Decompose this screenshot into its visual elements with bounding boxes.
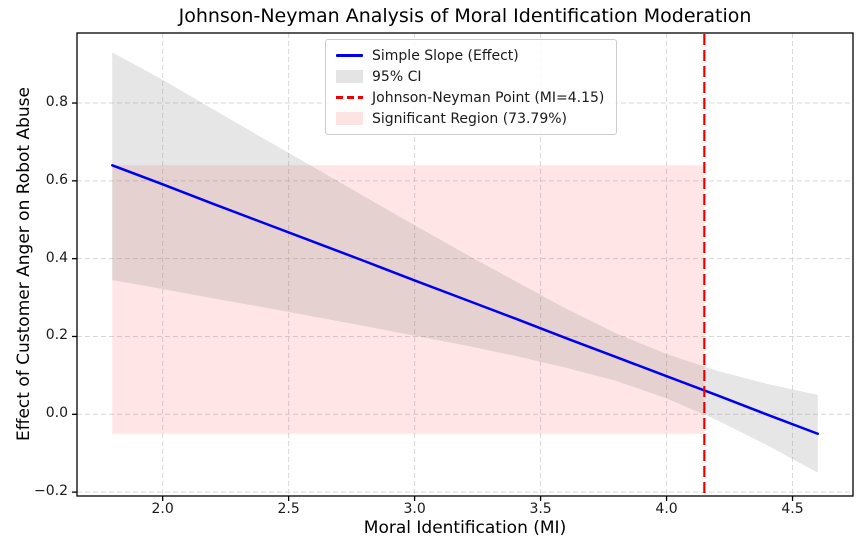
x-tick-label: 4.5 [781, 501, 804, 517]
legend-item: Johnson-Neyman Point (MI=4.15) [336, 88, 604, 107]
y-tick-label: 0.4 [45, 249, 68, 266]
legend-item: 95% CI [336, 67, 604, 86]
x-tick-label: 3.0 [403, 501, 426, 517]
legend-label: 95% CI [372, 68, 422, 85]
legend-item: Significant Region (73.79%) [336, 109, 604, 128]
x-tick-label: 2.5 [277, 501, 300, 517]
significant-region [112, 165, 705, 434]
x-tick-label: 2.0 [151, 501, 174, 517]
legend-label: Johnson-Neyman Point (MI=4.15) [372, 89, 605, 106]
x-tick-label: 3.5 [529, 501, 552, 517]
plot-border [76, 32, 854, 497]
legend-patch-swatch [336, 112, 363, 125]
legend-patch-swatch [336, 70, 363, 83]
y-tick-label: 0.8 [45, 94, 68, 111]
legend-label: Significant Region (73.79%) [372, 110, 568, 127]
legend-label: Simple Slope (Effect) [372, 47, 519, 64]
legend-dashed-line-swatch [336, 96, 363, 99]
effect-line [111, 164, 819, 435]
chart-title: Johnson-Neyman Analysis of Moral Identif… [178, 5, 752, 27]
x-axis-label: Moral Identification (MI) [363, 518, 567, 538]
y-tick-label: 0.2 [45, 327, 68, 344]
legend-line-swatch [336, 54, 363, 57]
legend-item: Simple Slope (Effect) [336, 46, 604, 65]
y-tick-label: −0.2 [34, 483, 68, 500]
y-tick-label: 0.6 [45, 171, 68, 188]
y-tick-label: 0.0 [45, 405, 68, 422]
x-tick-label: 4.0 [655, 501, 678, 517]
legend: Simple Slope (Effect) 95% CI Johnson-Neyma… [325, 39, 618, 135]
